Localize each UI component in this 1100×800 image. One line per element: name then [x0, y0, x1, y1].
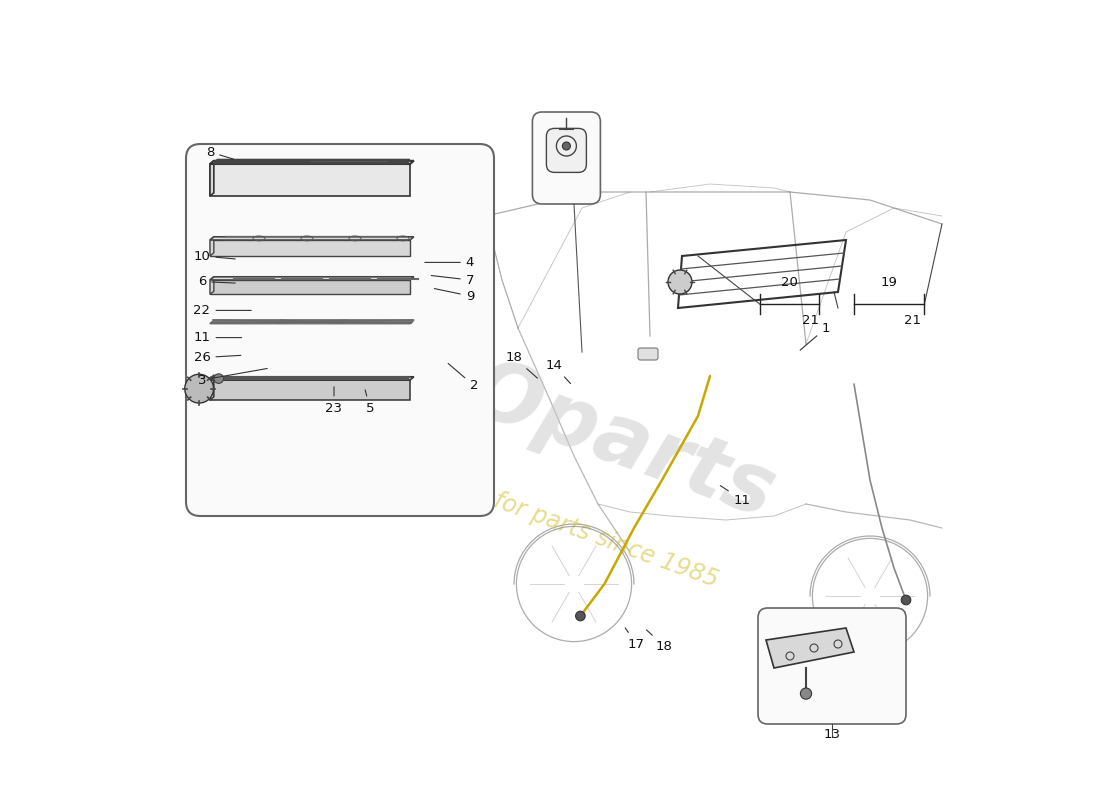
Circle shape: [801, 688, 812, 699]
Text: 18: 18: [647, 630, 673, 653]
Polygon shape: [210, 161, 213, 196]
Text: 19: 19: [881, 276, 898, 290]
Text: 23: 23: [326, 386, 342, 414]
Text: 10: 10: [194, 250, 235, 262]
FancyBboxPatch shape: [638, 348, 658, 360]
Text: 21: 21: [904, 314, 921, 327]
Text: 26: 26: [194, 351, 241, 364]
Text: 9: 9: [434, 289, 474, 302]
Polygon shape: [210, 277, 414, 280]
Text: 11: 11: [720, 486, 750, 506]
FancyBboxPatch shape: [532, 112, 601, 204]
Polygon shape: [210, 321, 414, 324]
Polygon shape: [210, 277, 213, 294]
Circle shape: [185, 374, 213, 403]
Text: 11: 11: [194, 331, 242, 344]
Polygon shape: [210, 377, 213, 400]
Text: 1: 1: [800, 322, 830, 350]
FancyBboxPatch shape: [758, 608, 906, 724]
Text: 6: 6: [198, 275, 235, 288]
Polygon shape: [210, 240, 410, 256]
Text: 7: 7: [431, 274, 474, 286]
Polygon shape: [210, 161, 414, 164]
Circle shape: [668, 270, 692, 294]
Text: 22: 22: [194, 304, 251, 317]
Text: 20: 20: [781, 276, 798, 290]
Text: 21: 21: [802, 314, 820, 327]
Text: 5: 5: [365, 390, 374, 414]
Polygon shape: [210, 380, 410, 400]
FancyBboxPatch shape: [186, 144, 494, 516]
Polygon shape: [210, 237, 213, 256]
Text: a passion for parts since 1985: a passion for parts since 1985: [378, 448, 722, 592]
Circle shape: [213, 374, 223, 383]
Text: eurOparts: eurOparts: [314, 297, 786, 535]
Text: 8: 8: [206, 146, 233, 159]
Text: 3: 3: [198, 369, 267, 386]
Ellipse shape: [562, 142, 571, 150]
Circle shape: [901, 595, 911, 605]
Polygon shape: [210, 164, 410, 196]
FancyBboxPatch shape: [547, 128, 586, 172]
Text: 13: 13: [824, 728, 840, 742]
Polygon shape: [766, 628, 854, 668]
Polygon shape: [210, 377, 414, 380]
Polygon shape: [210, 280, 410, 294]
Text: 14: 14: [546, 359, 571, 383]
Text: 18: 18: [506, 351, 538, 378]
Polygon shape: [210, 237, 414, 240]
Circle shape: [575, 611, 585, 621]
Text: 17: 17: [625, 628, 645, 650]
Text: 2: 2: [448, 363, 478, 392]
Text: 4: 4: [425, 256, 474, 269]
